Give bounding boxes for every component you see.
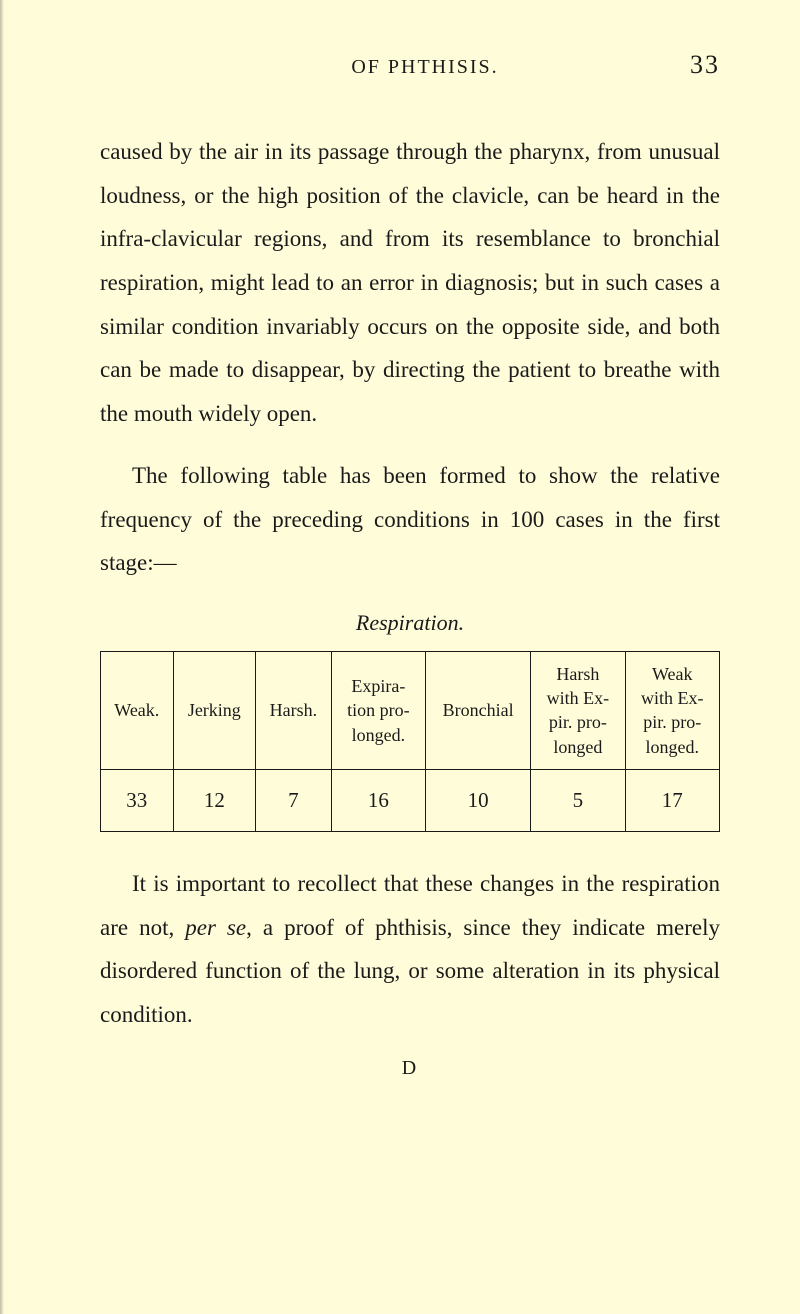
- paragraph-2: The following table has been formed to s…: [100, 454, 720, 585]
- page-header: OF PHTHISIS. 33: [100, 50, 720, 80]
- cell-weak: 33: [101, 770, 174, 832]
- cell-jerking: 12: [173, 770, 256, 832]
- col-expiration: Expira-tion pro-longed.: [331, 651, 425, 769]
- signature-mark: D: [100, 1057, 720, 1080]
- col-harsh-expir: Harshwith Ex-pir. pro-longed: [531, 651, 625, 769]
- page-number: 33: [690, 50, 720, 80]
- table-title: Respiration.: [100, 610, 720, 636]
- book-page: OF PHTHISIS. 33 caused by the air in its…: [0, 0, 800, 1314]
- col-bronchial: Bronchial: [426, 651, 531, 769]
- col-weak: Weak.: [101, 651, 174, 769]
- table-row: 33 12 7 16 10 5 17: [101, 770, 720, 832]
- paragraph-3: It is important to recollect that these …: [100, 862, 720, 1037]
- paragraph-1: caused by the air in its passage through…: [100, 130, 720, 436]
- table-header-row: Weak. Jerking Harsh. Expira-tion pro-lon…: [101, 651, 720, 769]
- cell-bronchial: 10: [426, 770, 531, 832]
- p3-italic: per se: [185, 915, 246, 940]
- cell-harsh: 7: [256, 770, 332, 832]
- cell-weak-expir: 17: [625, 770, 719, 832]
- col-harsh: Harsh.: [256, 651, 332, 769]
- running-title: OF PHTHISIS.: [100, 56, 690, 79]
- cell-harsh-expir: 5: [531, 770, 625, 832]
- cell-expiration: 16: [331, 770, 425, 832]
- col-weak-expir: Weakwith Ex-pir. pro-longed.: [625, 651, 719, 769]
- respiration-table: Weak. Jerking Harsh. Expira-tion pro-lon…: [100, 651, 720, 832]
- col-jerking: Jerking: [173, 651, 256, 769]
